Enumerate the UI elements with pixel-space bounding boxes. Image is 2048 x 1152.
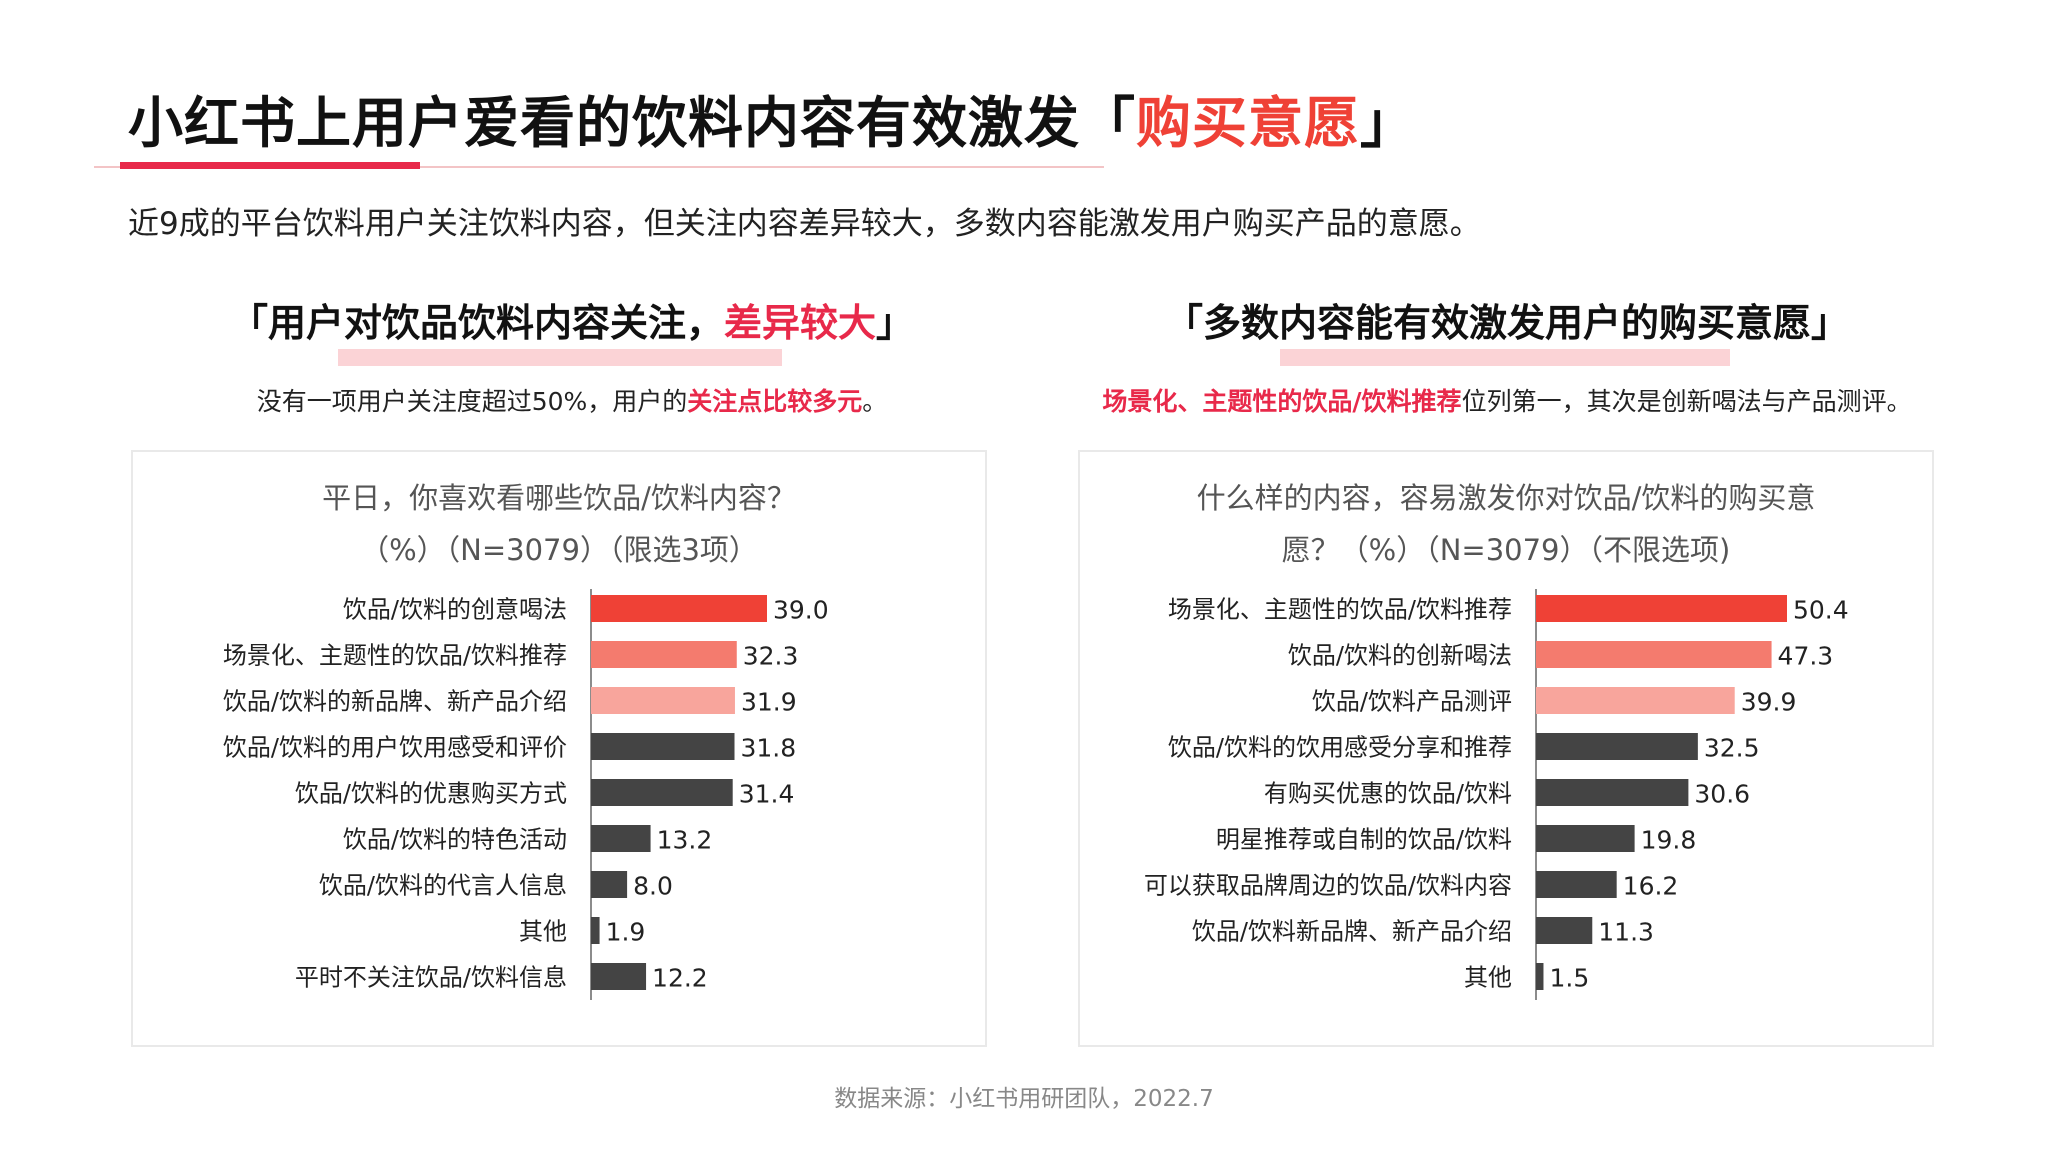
bar — [591, 595, 767, 622]
bar — [1536, 871, 1617, 898]
category-label: 其他 — [519, 918, 567, 946]
category-label: 平时不关注饮品/饮料信息 — [295, 964, 567, 992]
value-label: 47.3 — [1778, 642, 1834, 671]
page-title: 小红书上用户爱看的饮料内容有效激发「购买意愿」 — [128, 91, 1417, 155]
right-section-note: 场景化、主题性的饮品/饮料推荐位列第一，其次是创新喝法与产品测评。 — [1102, 387, 1912, 416]
value-label: 11.3 — [1598, 918, 1654, 947]
value-label: 1.9 — [606, 918, 646, 947]
category-label: 明星推荐或自制的饮品/饮料 — [1216, 826, 1512, 854]
value-label: 8.0 — [633, 872, 673, 901]
value-label: 30.6 — [1694, 780, 1750, 809]
left-heading-highlight: 差异较大 — [723, 301, 876, 345]
right-section-heading: 「多数内容能有效激发用户的购买意愿」 — [1164, 301, 1849, 345]
title-underline — [94, 166, 1104, 168]
right-chart-panel: 什么样的内容，容易激发你对饮品/饮料的购买意 愿？（%）（N=3079）（不限选… — [1078, 450, 1934, 1047]
left-heading-underline — [338, 349, 782, 366]
value-label: 50.4 — [1793, 596, 1849, 625]
left-section-heading: 「用户对饮品饮料内容关注，差异较大」 — [229, 301, 915, 345]
bar — [591, 917, 600, 944]
category-label: 其他 — [1464, 964, 1512, 992]
category-label: 饮品/饮料的创意喝法 — [343, 596, 567, 624]
right-note-highlight: 场景化、主题性的饮品/饮料推荐 — [1102, 387, 1462, 416]
left-note-highlight: 关注点比较多元 — [687, 387, 863, 416]
bar — [591, 825, 651, 852]
category-label: 饮品/饮料产品测评 — [1312, 688, 1512, 716]
category-label: 饮品/饮料的特色活动 — [343, 826, 567, 854]
bar — [1536, 825, 1635, 852]
category-label: 饮品/饮料的优惠购买方式 — [295, 780, 567, 808]
right-heading-underline — [1280, 349, 1730, 366]
bar — [1536, 917, 1593, 944]
category-label: 饮品/饮料新品牌、新产品介绍 — [1192, 918, 1512, 946]
value-label: 1.5 — [1549, 964, 1589, 993]
page-subtitle: 近9成的平台饮料用户关注饮料内容，但关注内容差异较大，多数内容能激发用户购买产品… — [128, 206, 1481, 242]
value-label: 39.0 — [773, 596, 829, 625]
bar — [591, 687, 735, 714]
left-bar-chart: 饮品/饮料的创意喝法 39.0 场景化、主题性的饮品/饮料推荐 32.3 饮品/饮料的新… — [223, 589, 829, 1000]
bar — [1536, 779, 1689, 806]
left-section-note: 没有一项用户关注度超过50%，用户的关注点比较多元。 — [256, 387, 888, 416]
value-label: 31.9 — [741, 688, 797, 717]
value-label: 13.2 — [657, 826, 713, 855]
value-label: 32.5 — [1704, 734, 1760, 763]
value-label: 31.8 — [741, 734, 797, 763]
data-source: 数据来源：小红书用研团队，2022.7 — [834, 1086, 1214, 1112]
bar — [1536, 963, 1544, 990]
category-label: 场景化、主题性的饮品/饮料推荐 — [1168, 596, 1512, 624]
value-label: 32.3 — [743, 642, 799, 671]
category-label: 场景化、主题性的饮品/饮料推荐 — [223, 642, 567, 670]
right-bar-chart: 场景化、主题性的饮品/饮料推荐 50.4 饮品/饮料的创新喝法 47.3 饮品/饮料产品… — [1144, 589, 1849, 1000]
bar — [591, 871, 628, 898]
bar — [591, 641, 737, 668]
bar — [1536, 733, 1698, 760]
bar — [591, 963, 647, 990]
value-label: 16.2 — [1623, 872, 1679, 901]
value-label: 39.9 — [1741, 688, 1797, 717]
bar — [1536, 595, 1787, 622]
value-label: 19.8 — [1641, 826, 1697, 855]
value-label: 12.2 — [652, 964, 708, 993]
category-label: 饮品/饮料的饮用感受分享和推荐 — [1168, 734, 1512, 762]
page-title-highlight: 购买意愿 — [1136, 91, 1361, 155]
left-chart-question: 平日，你喜欢看哪些饮品/饮料内容？ （%）（N=3079）（限选3项） — [322, 481, 796, 567]
category-label: 有购买优惠的饮品/饮料 — [1264, 780, 1512, 808]
title-underline-accent — [120, 162, 420, 169]
bar — [1536, 687, 1735, 714]
category-label: 饮品/饮料的新品牌、新产品介绍 — [223, 688, 567, 716]
bar — [591, 779, 733, 806]
bar — [1536, 641, 1772, 668]
right-chart-question: 什么样的内容，容易激发你对饮品/饮料的购买意 愿？（%）（N=3079）（不限选… — [1196, 481, 1816, 567]
left-chart-panel: 平日，你喜欢看哪些饮品/饮料内容？ （%）（N=3079）（限选3项） 饮品/饮… — [131, 450, 987, 1047]
category-label: 饮品/饮料的代言人信息 — [319, 872, 567, 900]
category-label: 可以获取品牌周边的饮品/饮料内容 — [1144, 872, 1512, 900]
value-label: 31.4 — [739, 780, 795, 809]
bar — [591, 733, 735, 760]
category-label: 饮品/饮料的创新喝法 — [1288, 642, 1512, 670]
category-label: 饮品/饮料的用户饮用感受和评价 — [223, 734, 567, 762]
